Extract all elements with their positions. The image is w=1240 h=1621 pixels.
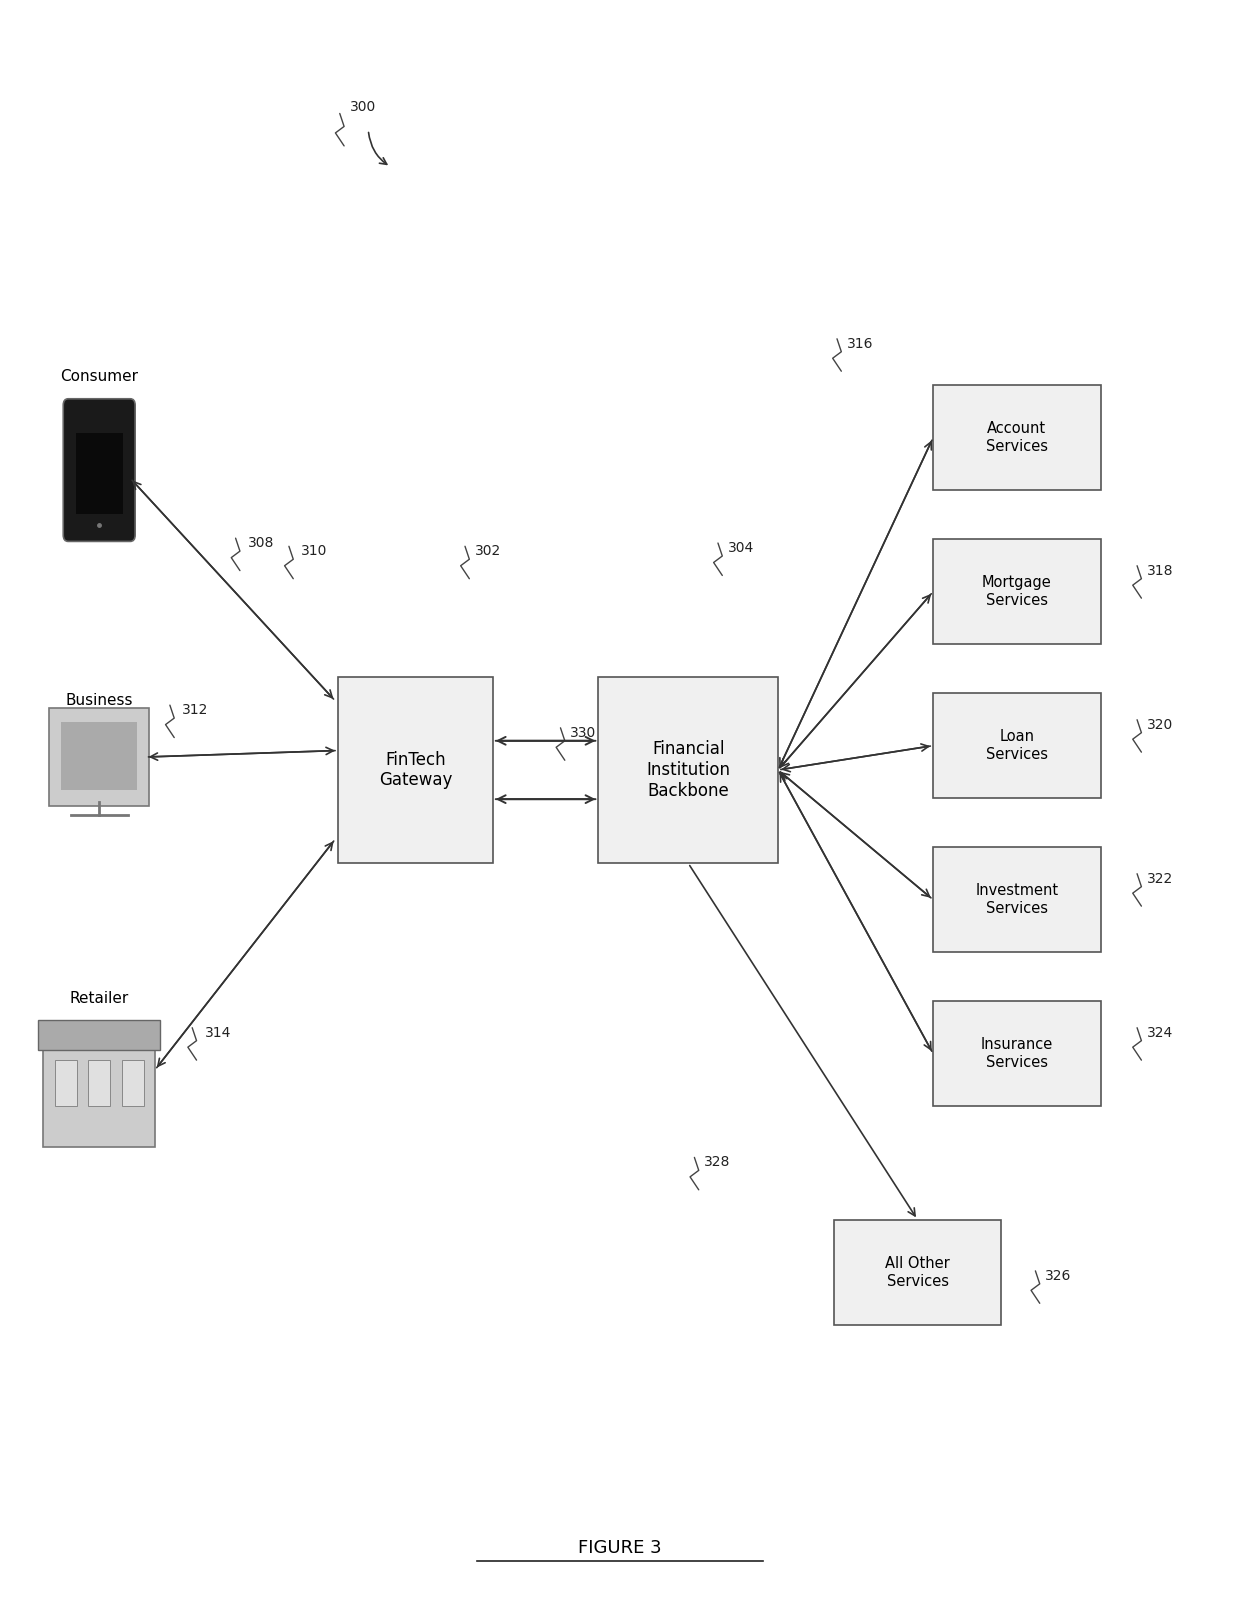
Text: 318: 318 <box>1147 564 1173 577</box>
Text: 302: 302 <box>475 545 501 558</box>
Text: Loan
Services: Loan Services <box>986 729 1048 762</box>
Text: 320: 320 <box>1147 718 1173 731</box>
Text: 310: 310 <box>301 545 327 558</box>
Text: 300: 300 <box>350 101 376 113</box>
FancyBboxPatch shape <box>932 386 1101 490</box>
FancyBboxPatch shape <box>932 694 1101 798</box>
FancyBboxPatch shape <box>38 1021 160 1050</box>
FancyBboxPatch shape <box>76 433 123 514</box>
Text: Business: Business <box>66 692 133 707</box>
FancyBboxPatch shape <box>932 846 1101 953</box>
FancyBboxPatch shape <box>833 1219 1002 1326</box>
Text: FinTech
Gateway: FinTech Gateway <box>378 751 453 789</box>
Text: Consumer: Consumer <box>61 370 138 384</box>
Text: Mortgage
Services: Mortgage Services <box>982 575 1052 608</box>
FancyBboxPatch shape <box>88 1060 110 1106</box>
Text: Account
Services: Account Services <box>986 421 1048 454</box>
FancyBboxPatch shape <box>50 708 149 807</box>
Text: Financial
Institution
Backbone: Financial Institution Backbone <box>646 741 730 799</box>
FancyBboxPatch shape <box>122 1060 144 1106</box>
Text: 308: 308 <box>248 537 274 550</box>
Text: 324: 324 <box>1147 1026 1173 1039</box>
Text: 314: 314 <box>205 1026 231 1039</box>
FancyBboxPatch shape <box>337 678 494 862</box>
FancyBboxPatch shape <box>599 678 779 862</box>
FancyBboxPatch shape <box>63 399 135 541</box>
Text: All Other
Services: All Other Services <box>885 1256 950 1289</box>
Text: Retailer: Retailer <box>69 990 129 1005</box>
Text: 322: 322 <box>1147 872 1173 885</box>
Text: 312: 312 <box>182 704 208 716</box>
FancyBboxPatch shape <box>55 1060 77 1106</box>
Text: FIGURE 3: FIGURE 3 <box>578 1538 662 1558</box>
Text: 304: 304 <box>728 541 754 554</box>
FancyBboxPatch shape <box>932 538 1101 644</box>
Text: 328: 328 <box>704 1156 730 1169</box>
FancyBboxPatch shape <box>43 1024 155 1148</box>
Text: 316: 316 <box>847 337 873 350</box>
FancyBboxPatch shape <box>932 1000 1101 1106</box>
Text: 330: 330 <box>570 726 596 739</box>
Text: Investment
Services: Investment Services <box>975 883 1059 916</box>
Text: Insurance
Services: Insurance Services <box>981 1037 1053 1070</box>
Text: 326: 326 <box>1045 1269 1071 1282</box>
FancyBboxPatch shape <box>62 723 138 791</box>
